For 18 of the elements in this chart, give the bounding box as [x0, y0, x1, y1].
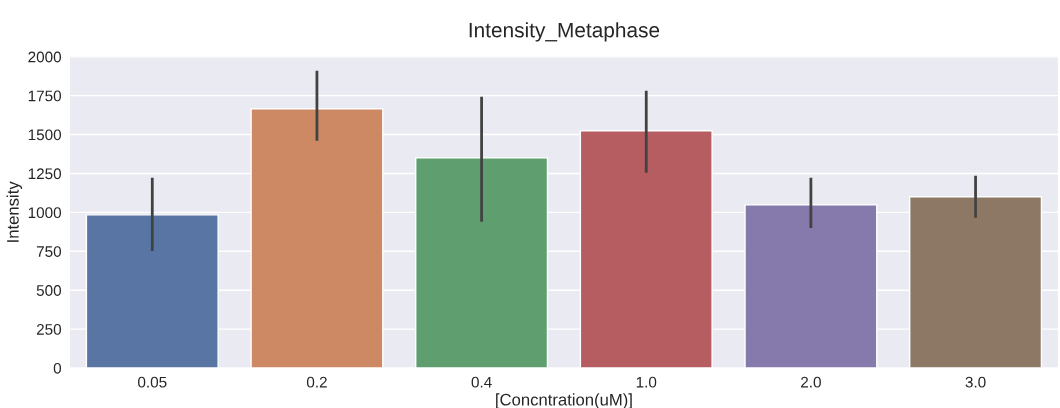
x-tick-label: 1.0 [636, 376, 657, 388]
x-tick-label: 0.2 [306, 376, 327, 388]
y-tick-label: 1500 [28, 129, 62, 141]
x-tick-label: 3.0 [965, 376, 986, 388]
chart-title: Intensity_Metaphase [469, 22, 660, 42]
x-tick-label: 2.0 [801, 376, 821, 388]
y-tick-label: 500 [36, 285, 62, 296]
y-tick-label: 1000 [28, 207, 62, 219]
y-tick-label: 2000 [28, 51, 62, 63]
y-tick-label: 250 [36, 323, 62, 335]
y-tick-label: 0 [53, 362, 62, 374]
x-tick-label: 0.05 [138, 376, 167, 388]
y-tick-label: 1750 [28, 90, 62, 102]
x-axis-title: [Concntration(uM)] [496, 393, 632, 408]
y-axis-title: Intensity [6, 181, 23, 242]
y-tick-label: 1250 [28, 168, 62, 180]
x-tick-label: 0.4 [471, 376, 492, 388]
y-tick-label: 750 [36, 246, 62, 257]
